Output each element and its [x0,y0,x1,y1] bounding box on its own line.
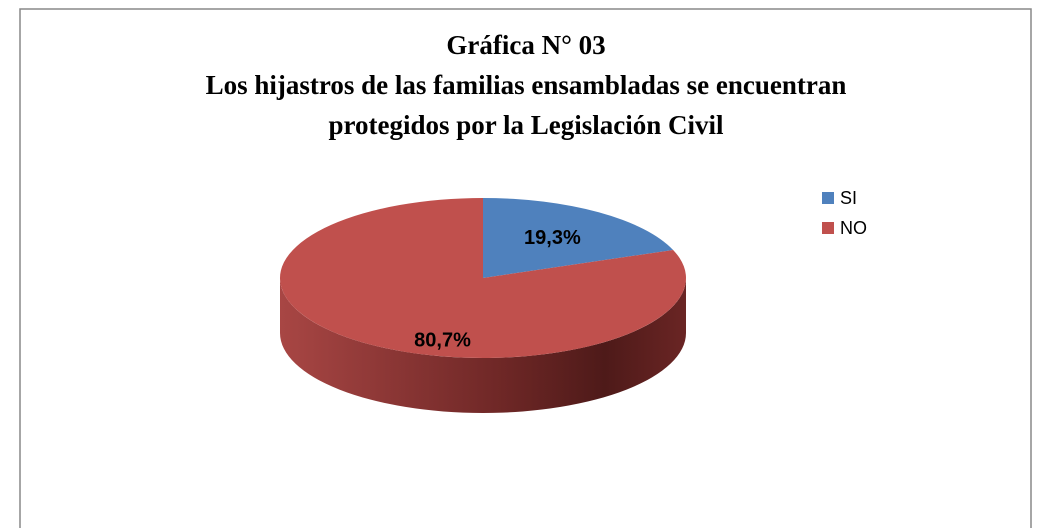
chart-title: Los hijastros de las familias ensamblada… [206,70,847,100]
pie-slice [483,198,674,278]
pie-side [280,278,686,413]
legend-swatch [822,222,834,234]
legend-label: NO [840,218,867,238]
chart-title: Gráfica N° 03 [446,30,605,60]
chart-title: protegidos por la Legislación Civil [328,110,724,140]
legend-swatch [822,192,834,204]
pie-slice [279,198,686,359]
data-label: 19,3% [524,227,581,249]
data-label: 80,7% [414,329,471,351]
legend-label: SI [840,188,857,208]
